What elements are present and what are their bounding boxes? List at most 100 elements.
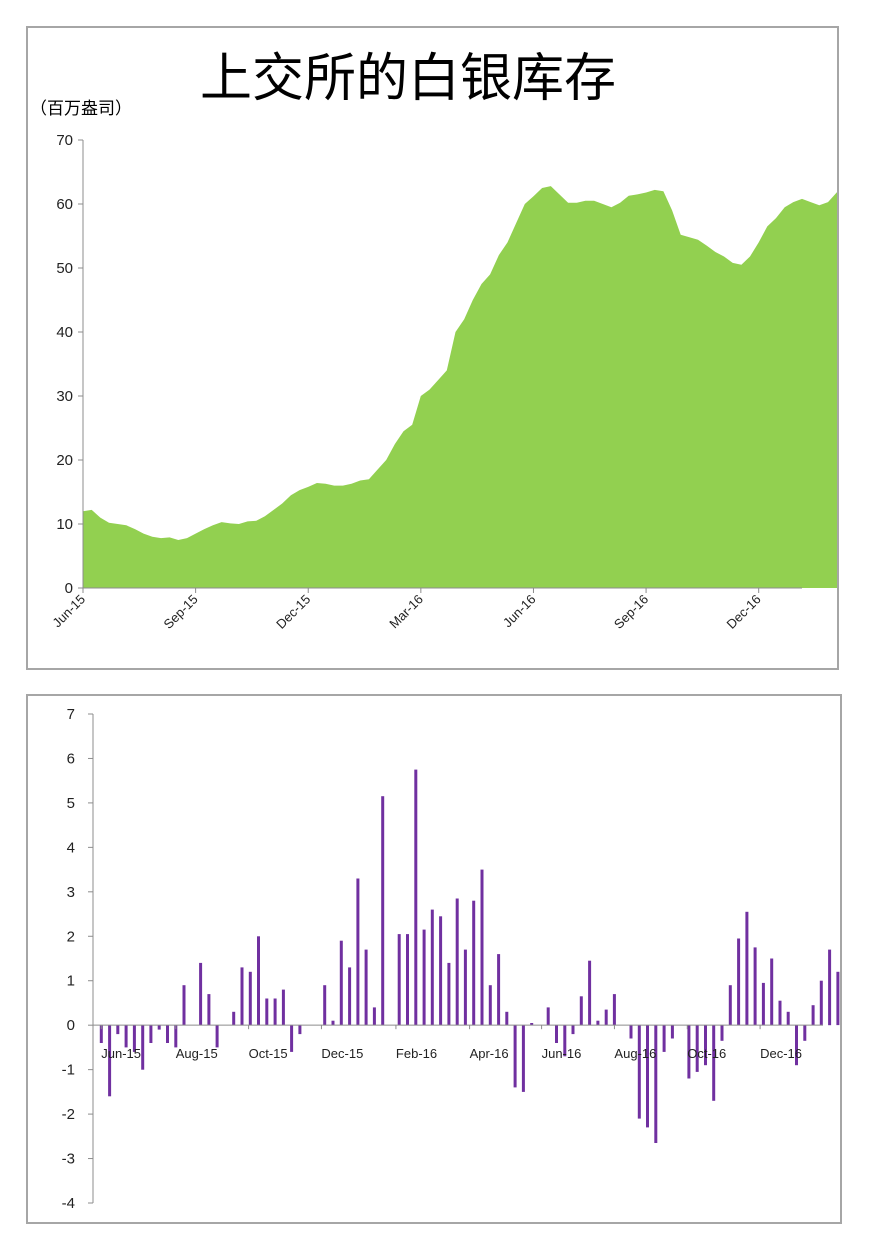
- change-bar: [646, 1025, 649, 1128]
- change-bar: [629, 1025, 633, 1039]
- y-tick-label: 40: [56, 324, 73, 341]
- x-tick-label: Aug-15: [176, 1046, 218, 1061]
- change-bar: [720, 1025, 724, 1041]
- change-bar: [828, 949, 832, 1026]
- change-bar: [166, 1025, 169, 1043]
- x-tick-label: Dec-16: [760, 1046, 802, 1061]
- x-tick-label: Oct-16: [687, 1046, 726, 1061]
- x-tick-label: Apr-16: [470, 1046, 509, 1061]
- change-bar: [637, 1025, 641, 1119]
- change-bar: [604, 1009, 608, 1026]
- x-tick-label: Jun-16: [500, 592, 539, 631]
- change-bar: [348, 967, 352, 1026]
- change-bar: [819, 980, 823, 1026]
- change-bar: [182, 985, 186, 1026]
- change-bar: [488, 985, 492, 1026]
- change-bar: [563, 1025, 567, 1057]
- y-tick-label: 5: [67, 795, 75, 812]
- change-bar: [124, 1025, 128, 1048]
- change-bar: [323, 985, 327, 1026]
- change-bar: [232, 1011, 236, 1026]
- x-tick-label: Sep-16: [611, 592, 651, 632]
- change-bar: [439, 916, 443, 1026]
- change-bar: [463, 949, 467, 1026]
- y-tick-label: 3: [67, 884, 75, 901]
- change-bar: [199, 962, 203, 1026]
- change-bar: [521, 1025, 525, 1092]
- change-bar: [430, 909, 434, 1026]
- change-bar: [207, 994, 211, 1026]
- change-bar: [770, 958, 774, 1026]
- change-bar: [803, 1025, 807, 1041]
- change-bar: [381, 796, 385, 1026]
- y-tick-label: 6: [67, 750, 75, 767]
- change-bar: [571, 1025, 575, 1035]
- x-tick-label: Jun-16: [542, 1046, 582, 1061]
- change-bar: [745, 911, 749, 1026]
- change-bar: [339, 940, 343, 1026]
- y-tick-label: 7: [67, 706, 75, 723]
- change-bar: [662, 1025, 666, 1052]
- y-tick-label: -1: [62, 1062, 75, 1079]
- change-bar: [753, 947, 757, 1026]
- silver-stock-area: [83, 186, 837, 588]
- x-tick-label: Jun-15: [49, 592, 88, 631]
- change-bar: [141, 1025, 145, 1070]
- change-bar: [447, 962, 451, 1026]
- change-bar: [281, 989, 285, 1026]
- change-bar: [472, 900, 476, 1026]
- change-bar: [588, 960, 592, 1026]
- y-axis-unit-label: （百万盎司）: [30, 99, 132, 119]
- change-bar: [406, 934, 409, 1026]
- y-tick-label: 50: [56, 260, 73, 277]
- y-tick-label: 30: [56, 388, 73, 405]
- change-bar: [108, 1025, 112, 1097]
- change-bar: [654, 1025, 658, 1143]
- change-bar: [811, 1005, 815, 1026]
- change-bar: [480, 869, 484, 1026]
- change-bar: [712, 1025, 716, 1101]
- x-tick-label: Oct-15: [249, 1046, 288, 1061]
- y-tick-label: 70: [56, 132, 73, 149]
- change-bar: [505, 1011, 509, 1026]
- change-bar: [786, 1011, 790, 1026]
- change-bar: [761, 982, 765, 1026]
- change-bar: [215, 1025, 219, 1048]
- y-tick-label: 10: [56, 516, 73, 533]
- y-tick-label: -2: [62, 1106, 75, 1123]
- change-bar: [257, 936, 260, 1026]
- y-tick-label: 0: [65, 580, 73, 597]
- y-tick-label: -3: [62, 1151, 75, 1168]
- change-bar: [695, 1025, 699, 1072]
- change-bar: [132, 1025, 136, 1052]
- change-bar: [555, 1025, 558, 1043]
- y-tick-label: 60: [56, 196, 73, 213]
- change-bar: [372, 1007, 376, 1026]
- change-bar: [331, 1020, 335, 1026]
- stock-area-chart: 上交所的白银库存 （百万盎司） 0 10 20 30 40 50 60 70 Jun-15 Sep-1…: [30, 49, 837, 632]
- change-bar: [149, 1025, 153, 1043]
- change-bar: [364, 949, 368, 1026]
- change-bar: [298, 1025, 302, 1035]
- change-bar: [836, 971, 840, 1026]
- change-bar: [795, 1025, 798, 1066]
- y-tick-label: 1: [67, 973, 75, 990]
- change-bar: [728, 985, 732, 1026]
- change-bar: [273, 998, 277, 1026]
- change-bar: [397, 934, 401, 1026]
- change-bar: [116, 1025, 120, 1035]
- change-bar: [240, 967, 244, 1026]
- change-bar: [174, 1025, 178, 1048]
- x-tick-label: Jun-15: [101, 1046, 141, 1061]
- x-tick-label: Mar-16: [386, 592, 426, 632]
- change-bar: [248, 971, 252, 1026]
- change-bar: [414, 769, 418, 1026]
- change-bar: [356, 878, 360, 1026]
- change-bar: [513, 1025, 517, 1088]
- x-tick-label: Feb-16: [396, 1046, 437, 1061]
- change-bar: [546, 1007, 550, 1026]
- change-bar: [530, 1023, 534, 1026]
- y-tick-label: 20: [56, 452, 73, 469]
- x-tick-label: Dec-15: [321, 1046, 363, 1061]
- change-bar: [687, 1025, 691, 1079]
